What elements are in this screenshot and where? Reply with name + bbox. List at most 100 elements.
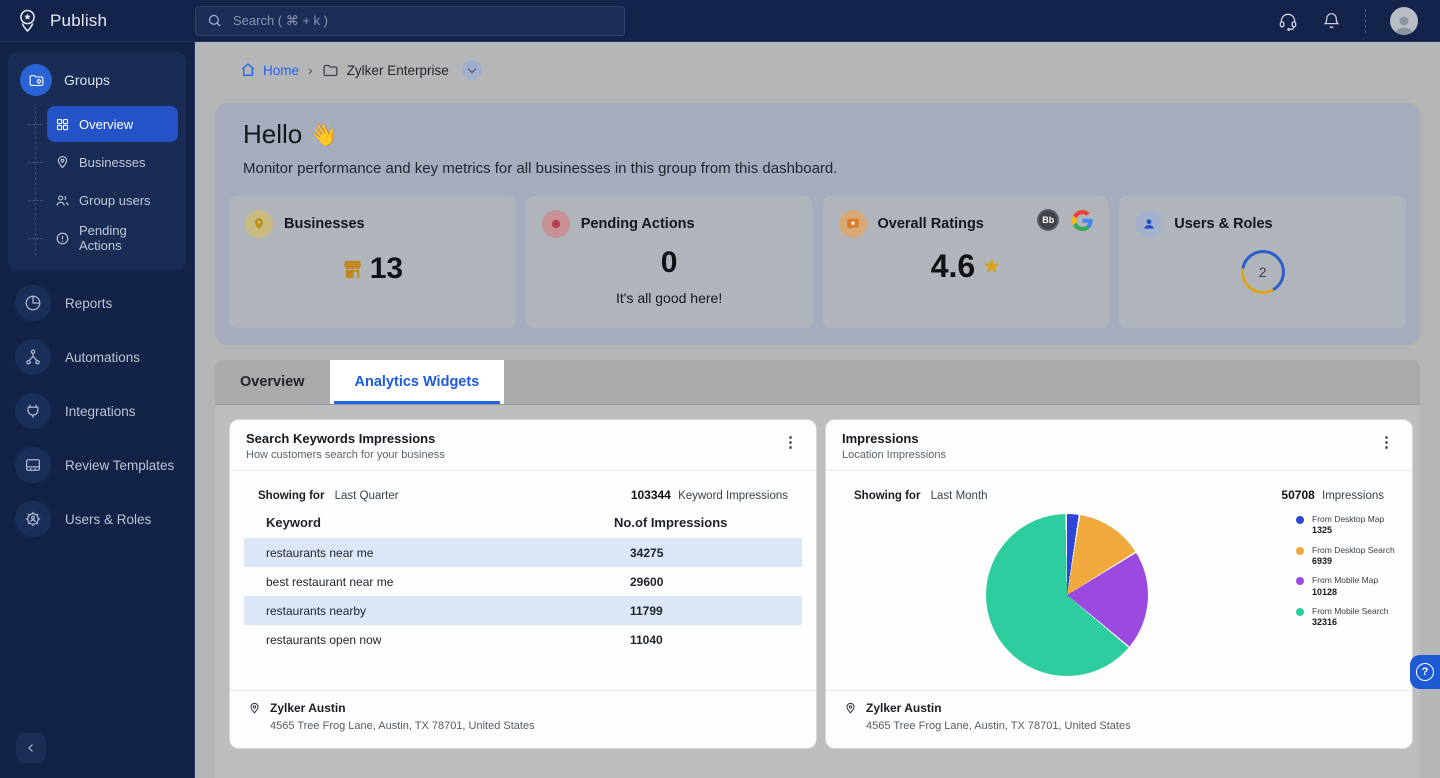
location-pin-icon [248, 702, 261, 748]
stat-card-businesses[interactable]: Businesses 13 [229, 196, 516, 328]
showing-for-value[interactable]: Last Quarter [335, 490, 399, 502]
breadcrumb-home-link[interactable]: Home [240, 62, 299, 78]
sidebar-item-review-templates[interactable]: Review Templates [0, 438, 194, 492]
sidebar-item-users-roles[interactable]: Users & Roles [0, 492, 194, 546]
showing-for-label: Showing for [258, 490, 324, 502]
sidebar-item-groups[interactable]: Groups [16, 62, 178, 104]
showing-for-value[interactable]: Last Month [931, 490, 988, 502]
sidebar-item-label: Integrations [65, 404, 136, 419]
app-logo[interactable]: Publish [0, 8, 195, 33]
stat-value: 2 [1244, 253, 1282, 291]
location-pin-icon [55, 155, 70, 170]
widget-title: Search Keywords Impressions [246, 431, 800, 446]
legend-dot-icon [1296, 547, 1304, 555]
people-icon [55, 193, 70, 208]
legend-value: 1325 [1312, 525, 1384, 537]
sidebar-item-reports[interactable]: Reports [0, 276, 194, 330]
groups-subtree: Overview Businesses Grou [35, 106, 178, 256]
widget-title: Impressions [842, 431, 1396, 446]
sidebar-item-group-users[interactable]: Group users [47, 182, 178, 218]
sidebar-nav: Groups Overview Busin [0, 42, 195, 778]
legend-label: From Desktop Search6939 [1312, 545, 1395, 568]
user-avatar[interactable] [1390, 7, 1418, 35]
keyword-row: restaurants near me34275 [244, 538, 802, 567]
impressions-pie[interactable] [986, 514, 1148, 676]
widget-subtitle: How customers search for your business [246, 449, 800, 461]
plug-icon [15, 393, 51, 429]
legend-item: From Mobile Search32316 [1296, 606, 1408, 629]
topbar-divider [1365, 9, 1366, 33]
user-icon [1135, 210, 1163, 238]
publish-pin-logo-icon [15, 8, 40, 33]
sidebar-item-businesses[interactable]: Businesses [47, 144, 178, 180]
legend-dot-icon [1296, 608, 1304, 616]
total-suffix: Impressions [1322, 490, 1384, 502]
kebab-menu-icon[interactable]: ⋮ [777, 431, 804, 453]
sidebar-item-label: Pending Actions [79, 223, 170, 253]
keyword-table-rows: restaurants near me34275best restaurant … [230, 536, 816, 654]
sidebar-main-nav: Reports Automations Integrations [0, 276, 194, 546]
impressions-total: 50708 Impressions [1281, 488, 1384, 502]
tab-overview[interactable]: Overview [215, 360, 330, 404]
widget-footer-location: Zylker Austin 4565 Tree Frog Lane, Austi… [230, 690, 816, 748]
legend-item: From Mobile Map10128 [1296, 575, 1408, 598]
support-headset-icon[interactable] [1278, 11, 1298, 31]
users-count-ring: 2 [1241, 250, 1285, 294]
search-input[interactable] [231, 12, 613, 29]
location-name: Zylker Austin [866, 701, 1131, 715]
total-value: 50708 [1281, 488, 1314, 502]
storefront-icon [342, 260, 363, 279]
sidebar-item-integrations[interactable]: Integrations [0, 384, 194, 438]
widget-search-keywords-impressions: Search Keywords Impressions How customer… [229, 419, 817, 749]
legend-dot-icon [1296, 577, 1304, 585]
stat-label: Pending Actions [581, 216, 695, 232]
grid-icon [55, 117, 70, 132]
breadcrumb-home-label: Home [263, 63, 299, 78]
tab-analytics-widgets[interactable]: Analytics Widgets [330, 360, 505, 404]
stat-card-overall-ratings[interactable]: Overall Ratings Bb 4.6 [823, 196, 1110, 328]
sidebar-item-automations[interactable]: Automations [0, 330, 194, 384]
global-search[interactable] [195, 6, 625, 36]
column-impressions: No.of Impressions [614, 515, 727, 530]
sidebar-item-label: Users & Roles [65, 512, 151, 527]
legend-item: From Desktop Map1325 [1296, 514, 1408, 537]
keyword-impressions-total: 103344 Keyword Impressions [631, 488, 788, 502]
table-header: Keyword No.of Impressions [230, 502, 816, 536]
legend-value: 10128 [1312, 587, 1378, 599]
column-keyword: Keyword [266, 515, 614, 530]
google-logo-icon [1072, 210, 1093, 231]
breadcrumb-group[interactable]: Zylker Enterprise [322, 62, 449, 79]
tab-strip: Overview Analytics Widgets [215, 360, 1420, 405]
notifications-bell-icon[interactable] [1322, 11, 1341, 30]
stat-label: Businesses [284, 216, 365, 232]
breadcrumb-chevron-down-icon[interactable] [462, 60, 482, 80]
pie-legend: From Desktop Map1325 From Desktop Search6… [1296, 514, 1408, 637]
help-button[interactable]: ? [1410, 655, 1440, 689]
location-address: 4565 Tree Frog Lane, Austin, TX 78701, U… [270, 720, 535, 732]
sidebar-collapse-button[interactable] [16, 733, 46, 763]
kebab-menu-icon[interactable]: ⋮ [1373, 431, 1400, 453]
sidebar-item-label: Reports [65, 296, 112, 311]
stat-note: It's all good here! [526, 290, 813, 306]
widgets-row: Search Keywords Impressions How customer… [215, 405, 1420, 778]
legend-label: From Mobile Search32316 [1312, 606, 1389, 629]
sidebar-item-label: Automations [65, 350, 140, 365]
location-name: Zylker Austin [270, 701, 535, 715]
app-name: Publish [50, 11, 107, 31]
hero-subtitle: Monitor performance and key metrics for … [243, 160, 837, 177]
legend-dot-icon [1296, 516, 1304, 524]
question-icon: ? [1416, 663, 1434, 681]
pie-chart-icon [15, 285, 51, 321]
top-bar: Publish [0, 0, 1440, 42]
sidebar-item-pending-actions[interactable]: Pending Actions [47, 220, 178, 256]
rating-bubble-icon [839, 210, 867, 238]
breadcrumb: Home › Zylker Enterprise [195, 42, 1440, 98]
folder-icon [322, 62, 339, 79]
alert-circle-icon [55, 231, 70, 246]
stat-card-pending-actions[interactable]: Pending Actions 0 It's all good here! [526, 196, 813, 328]
sidebar-item-overview[interactable]: Overview [47, 106, 178, 142]
search-icon [207, 13, 222, 28]
hero-panel: Hello 👋 Monitor performance and key metr… [215, 103, 1420, 345]
stat-card-users-roles[interactable]: Users & Roles 2 [1119, 196, 1406, 328]
breadcrumb-separator: › [308, 62, 313, 78]
